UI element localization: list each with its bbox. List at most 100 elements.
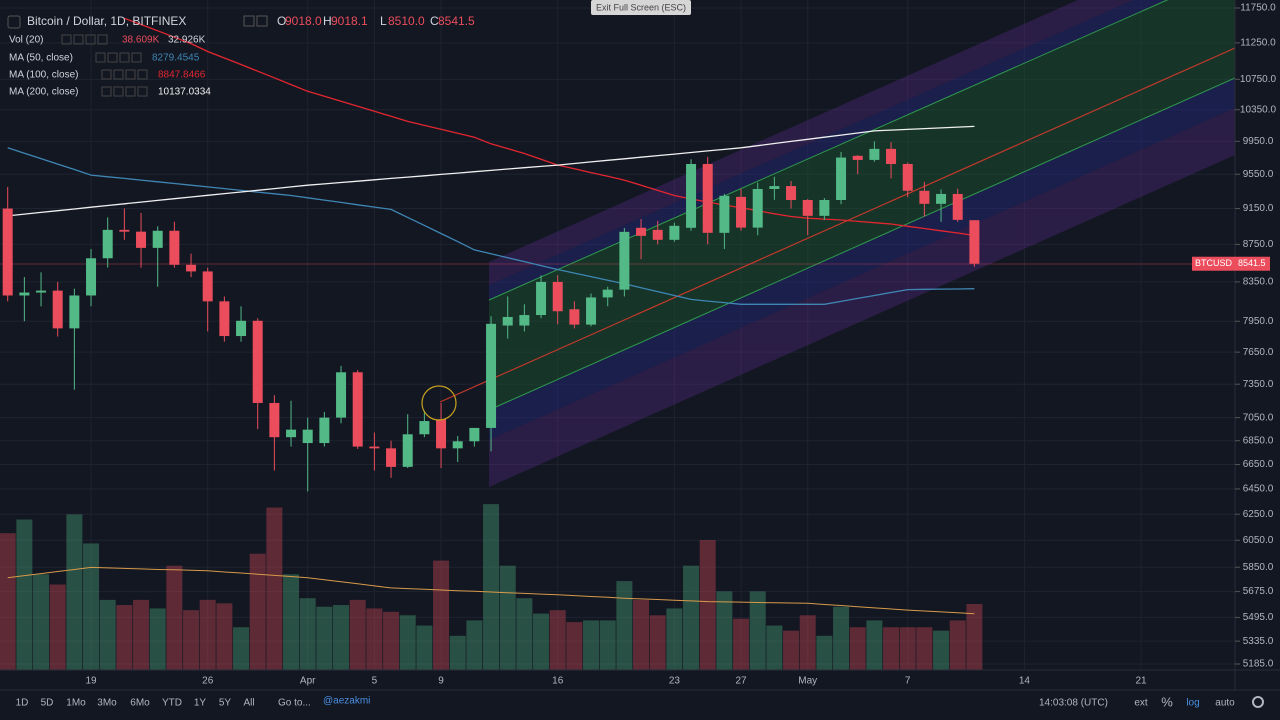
candle-body <box>886 148 897 164</box>
candle-body <box>2 208 13 296</box>
volume-bar <box>933 630 950 670</box>
volume-bar <box>33 574 50 670</box>
range-button[interactable]: All <box>243 698 254 709</box>
volume-bar <box>483 504 500 670</box>
y-tick-label: 5335.0 <box>1243 636 1274 647</box>
candle-body <box>969 220 980 264</box>
volume-bar <box>949 620 966 670</box>
volume-bar <box>899 627 916 670</box>
candle-body <box>936 193 947 204</box>
candle-body <box>286 429 297 438</box>
indicator-icon[interactable] <box>95 52 106 63</box>
candle-body <box>302 429 313 444</box>
indicator-icon[interactable] <box>73 34 84 45</box>
volume-bar <box>16 519 33 670</box>
indicator-icon[interactable] <box>113 86 124 97</box>
candle-body <box>119 229 130 232</box>
indicator-icon[interactable] <box>85 34 96 45</box>
candle-body <box>452 441 463 449</box>
volume-bar <box>783 630 800 670</box>
indicator-icon[interactable] <box>97 34 108 45</box>
candle-body <box>636 227 647 236</box>
volume-bar <box>316 606 333 670</box>
indicator-value: 38.609K <box>122 35 160 46</box>
indicator-value: 32.926K <box>168 35 206 46</box>
indicator-icon[interactable] <box>137 86 148 97</box>
candle-body <box>802 200 813 216</box>
indicator-icon[interactable] <box>61 34 72 45</box>
indicator-icon[interactable] <box>107 52 118 63</box>
indicator-value: 8847.8466 <box>158 70 206 81</box>
indicator-icon[interactable] <box>137 69 148 80</box>
range-button[interactable]: 1Mo <box>66 698 86 709</box>
volume-bar <box>466 620 483 670</box>
exit-button[interactable]: Exit Full Screen (ESC) <box>596 2 686 12</box>
range-button[interactable]: 5D <box>41 698 54 709</box>
user-link[interactable]: @aezakmi <box>323 696 370 707</box>
volume-bar <box>749 591 766 670</box>
icon[interactable] <box>256 15 268 27</box>
indicator-name[interactable]: MA (200, close) <box>9 87 78 98</box>
volume-bar <box>399 615 416 670</box>
y-tick-label: 6050.0 <box>1243 535 1274 546</box>
volume-bar <box>566 622 583 670</box>
range-button[interactable]: 1D <box>16 698 29 709</box>
volume-bar <box>166 565 183 670</box>
volume-bar <box>666 608 683 670</box>
volume-bar <box>233 627 250 670</box>
candle-body <box>402 434 413 467</box>
exit-button-bg[interactable] <box>591 0 691 15</box>
ohlc-key: L <box>380 14 387 28</box>
y-tick-label: 9950.0 <box>1243 136 1274 147</box>
volume-bar <box>0 533 16 670</box>
candle-body <box>202 271 213 302</box>
x-tick-label: 7 <box>905 676 911 687</box>
candle-body <box>569 309 580 325</box>
indicator-icon[interactable] <box>101 69 112 80</box>
range-button[interactable]: 5Y <box>219 698 232 709</box>
indicator-icon[interactable] <box>125 69 136 80</box>
candle-body <box>519 315 530 326</box>
settings-icon[interactable] <box>1252 696 1264 708</box>
scale-option[interactable]: auto <box>1215 698 1235 709</box>
indicator-name[interactable]: MA (100, close) <box>9 70 78 81</box>
volume-bar <box>916 627 933 670</box>
scale-option[interactable]: % <box>1161 694 1173 709</box>
candle-body <box>69 295 80 329</box>
range-button[interactable]: YTD <box>162 698 182 709</box>
candle-body <box>169 230 180 265</box>
scale-option[interactable]: ext <box>1134 698 1148 709</box>
volume-bar <box>799 615 816 670</box>
indicator-name[interactable]: Vol (20) <box>9 35 43 46</box>
indicator-icon[interactable] <box>119 52 130 63</box>
scale-option[interactable]: log <box>1186 698 1199 709</box>
goto-button[interactable]: Go to... <box>278 698 311 709</box>
candle-body <box>436 419 447 449</box>
volume-bar <box>266 507 283 670</box>
ma-line <box>124 17 975 237</box>
volume-bar <box>116 605 133 670</box>
candle-body <box>269 402 280 438</box>
y-tick-label: 5850.0 <box>1243 562 1274 573</box>
volume-bar <box>416 625 433 670</box>
range-button[interactable]: 3Mo <box>97 698 117 709</box>
x-tick-label: 26 <box>202 676 214 687</box>
y-tick-label: 10350.0 <box>1240 104 1277 115</box>
volume-bar <box>149 608 166 670</box>
indicator-icon[interactable] <box>125 86 136 97</box>
icon[interactable] <box>243 15 255 27</box>
candle-body <box>752 188 763 228</box>
indicator-icon[interactable] <box>113 69 124 80</box>
symbol-title[interactable]: Bitcoin / Dollar, 1D, BITFINEX <box>27 14 186 28</box>
volume-bar <box>733 618 750 670</box>
indicator-icon[interactable] <box>101 86 112 97</box>
price-tag-bg <box>1192 256 1270 271</box>
indicator-name[interactable]: MA (50, close) <box>9 53 73 64</box>
volume-bar <box>583 620 600 670</box>
range-button[interactable]: 1Y <box>194 698 207 709</box>
indicator-icon[interactable] <box>131 52 142 63</box>
x-tick-label: 27 <box>735 676 747 687</box>
candle-body <box>236 320 247 337</box>
price-tag-symbol: BTCUSD <box>1195 258 1233 268</box>
range-button[interactable]: 6Mo <box>130 698 150 709</box>
